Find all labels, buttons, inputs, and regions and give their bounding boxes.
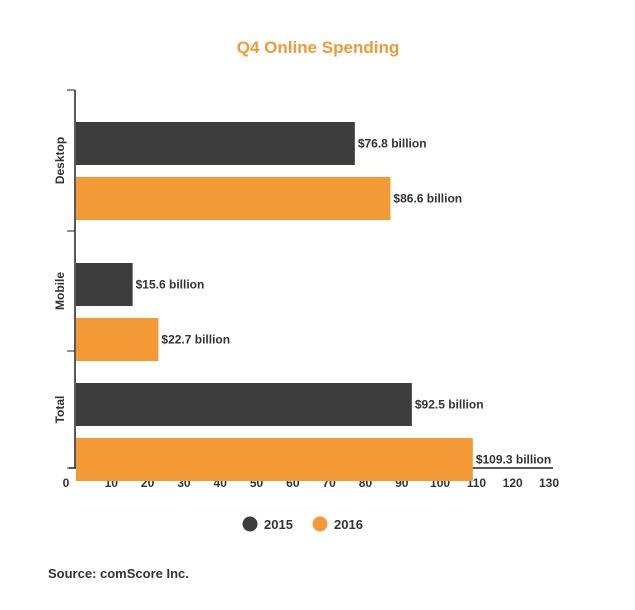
bar [76,318,159,361]
bar [76,438,473,481]
x-tick-label: 130 [539,476,559,490]
bar [76,122,355,165]
data-label: $22.7 billion [161,333,230,347]
data-label: $92.5 billion [415,398,484,412]
data-label: $86.6 billion [393,192,462,206]
bar [76,177,391,220]
data-label: $15.6 billion [136,278,205,292]
legend-swatch [312,516,328,532]
legend-label: 2016 [334,517,363,532]
category-label: Desktop [53,137,67,184]
x-tick-label: 0 [63,476,70,490]
category-label: Mobile [53,272,67,310]
legend: 2015 2016 [242,516,363,532]
legend-swatch [242,516,258,532]
plot-area: 0 10 20 30 40 50 60 70 80 90 100 110 120 130DesktopMo… [53,89,559,490]
chart-title: Q4 Online Spending [237,38,399,57]
bar [76,263,133,306]
data-label: $76.8 billion [358,137,427,151]
bar [76,383,412,426]
data-label: $109.3 billion [476,453,551,467]
source-note: Source: comScore Inc. [48,566,189,581]
category-label: Total [53,396,67,424]
legend-label: 2015 [264,517,293,532]
x-tick-label: 120 [503,476,523,490]
